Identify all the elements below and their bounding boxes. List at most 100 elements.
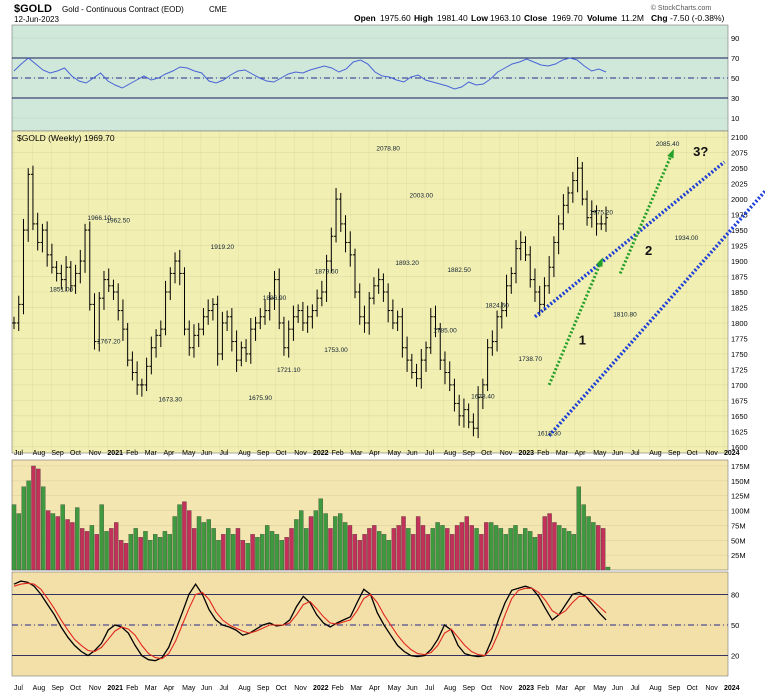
volume-bar [352,534,358,571]
volume-bar [55,516,61,571]
volume-bar [104,531,109,571]
volume-bar [70,522,75,571]
stochastic-k-line [13,580,607,662]
volume-bar [240,540,246,571]
volume-bar [255,537,260,571]
volume-bar [411,534,416,571]
volume-bar [420,525,426,571]
y-tick-label: 175M [731,462,750,471]
price-annotation: 1767.20 [97,338,121,345]
y-tick-label: 2025 [731,180,748,189]
low-value: 1963.10 [490,13,521,23]
x-tick-label: Feb [537,450,549,457]
x-tick-label: Apr [369,685,381,692]
x-tick-label: Jun [201,685,212,692]
copyright: © StockCharts.com [651,4,712,12]
x-tick-label: Oct [70,685,81,692]
price-annotation: 1753.00 [324,347,348,354]
low-label: Low [471,13,488,23]
price-annotation: 1673.30 [159,396,183,403]
volume-bar [367,528,372,571]
volume-bar [31,465,36,571]
x-axis: JulJulAugAugSepSepOctOctNovNov20212021Fe… [13,131,740,692]
x-tick-label: Jul [14,450,23,457]
volume-bar [571,534,577,571]
volume-bar [527,531,533,571]
volume-bar [596,525,601,571]
y-tick-label: 1875 [731,273,748,282]
x-tick-label: Sep [257,685,270,692]
ohlc-summary: Open 1975.60 High 1981.40 Low 1963.10 Cl… [354,13,724,23]
price-annotation: 1962.50 [106,217,130,224]
volume-bar [187,510,192,571]
x-tick-label: Aug [649,450,662,457]
volume-bar [245,543,250,571]
volume-bar [123,543,129,571]
y-tick-label: 75M [731,521,746,530]
volume-bar [177,504,182,571]
x-tick-label: 2023 [518,450,534,457]
y-tick-label: 1625 [731,427,748,436]
volume-bar [118,540,124,571]
price-annotation: 1810.80 [613,311,637,318]
y-tick-label: 100M [731,507,750,516]
volume-bar [157,537,163,571]
volume-bar [450,534,455,571]
y-tick-label: 1750 [731,350,748,359]
y-tick-label: 1850 [731,288,748,297]
volume-bar [542,516,547,571]
volume-bar [11,504,17,571]
x-tick-label: Aug [33,450,46,457]
x-tick-label: Sep [668,685,681,692]
volume-bar [474,528,479,571]
x-tick-label: 2023 [518,685,534,692]
y-tick-label: 1950 [731,226,748,235]
volume-bar [260,534,265,571]
x-tick-label: Jul [631,450,640,457]
volume-bar [391,528,396,571]
volume-bar [84,531,90,571]
volume-bar [289,528,294,571]
volume-bar [153,534,158,571]
x-tick-label: Oct [276,685,287,692]
price-legend: $GOLD (Weekly) 1969.70 [17,133,115,143]
volume-bar [342,522,348,571]
x-tick-label: Aug [444,685,457,692]
x-tick-label: Feb [126,685,138,692]
x-tick-label: May [593,450,607,457]
high-value: 1981.40 [437,13,468,23]
volume-bar [576,486,581,571]
x-tick-label: Nov [294,685,307,692]
y-tick-label: 1900 [731,257,748,266]
volume-bar [114,522,119,571]
volume-bar [552,522,557,571]
x-tick-label: Nov [89,450,102,457]
y-tick-label: 1725 [731,365,748,374]
x-tick-label: Mar [556,685,569,692]
volume-bar [454,525,460,571]
open-value: 1975.60 [380,13,411,23]
volume-bar [328,528,333,571]
volume-bar [498,528,504,571]
y-tick-label: 1825 [731,303,748,312]
x-tick-label: Feb [332,685,344,692]
price-annotation: 2003.00 [410,192,434,199]
price-annotation: 1678.40 [471,393,495,400]
stochastic-layer: 80 50 20 [12,580,739,662]
volume-bar [50,513,56,571]
volume-bar [338,513,343,571]
symbol-title: $GOLD [14,3,52,15]
y-tick-label: 1775 [731,334,748,343]
volume-bar [41,486,46,571]
x-tick-label: Nov [705,685,718,692]
x-tick-label: Nov [89,685,102,692]
volume-bar [196,516,202,571]
volume-bar [182,501,187,571]
volume-bar [425,534,431,571]
x-tick-label: 2022 [313,450,329,457]
volume-bar [557,525,562,571]
volume-bar [396,525,401,571]
chg-value: -7.50 (-0.38%) [670,13,724,23]
price-annotation: 1675.90 [249,395,273,402]
volume-bar [401,516,406,571]
